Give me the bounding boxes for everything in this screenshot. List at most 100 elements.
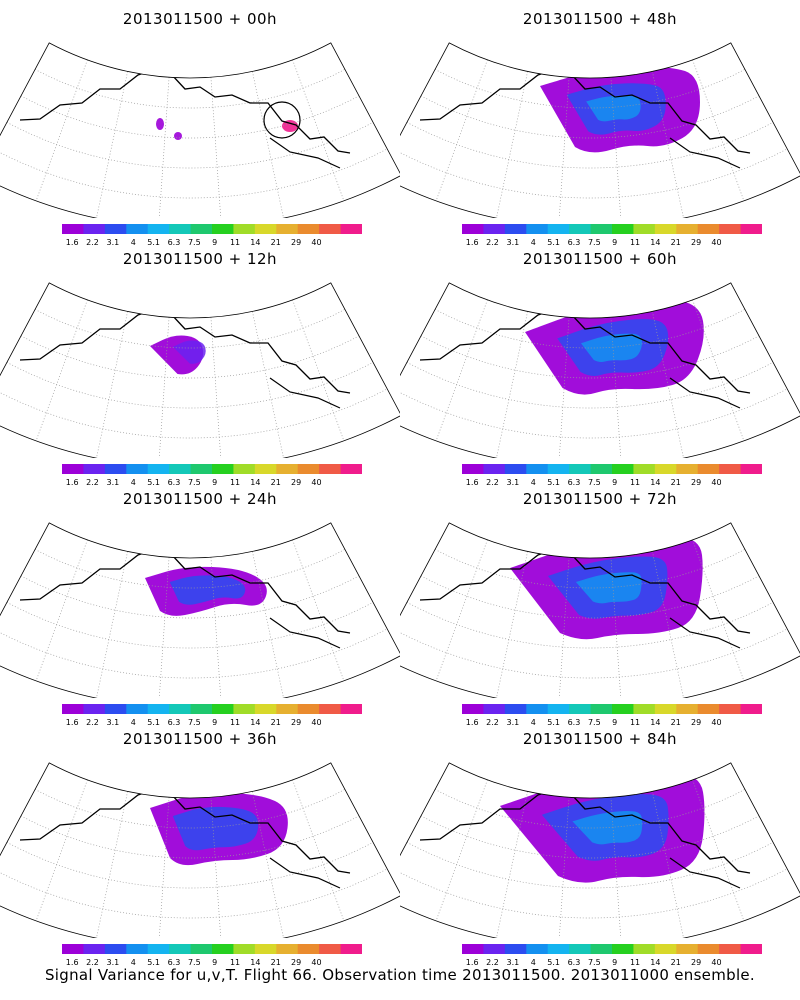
coastline-east bbox=[269, 857, 341, 889]
colorbar-tick-label: 14 bbox=[250, 478, 261, 487]
colorbar-swatch bbox=[483, 224, 506, 234]
colorbar-tick-label: 6.3 bbox=[167, 718, 181, 727]
colorbar-tick-label: 1.6 bbox=[465, 718, 479, 727]
colorbar-tick-label: 2.2 bbox=[486, 478, 499, 487]
colorbar-swatch bbox=[719, 704, 742, 714]
map-boundary bbox=[400, 42, 800, 218]
colorbar-tick-label: 14 bbox=[250, 238, 261, 247]
colorbar-swatch bbox=[676, 704, 699, 714]
colorbar-swatch bbox=[62, 704, 84, 714]
colorbar-tick-label: 29 bbox=[691, 238, 702, 247]
longitude-line bbox=[558, 77, 570, 218]
colorbar-labels: 1.6 2.2 3.1 4 5.1 6.3 7.5 9 11 14 21 29 40 bbox=[455, 718, 775, 728]
colorbar-tick-label: 29 bbox=[691, 478, 702, 487]
colorbar-tick-label: 5.1 bbox=[547, 718, 560, 727]
colorbar-labels: 1.6 2.2 3.1 4 5.1 6.3 7.5 9 11 14 21 29 40 bbox=[455, 958, 775, 968]
colorbar-swatch bbox=[462, 224, 484, 234]
colorbar-tick-label: 6.3 bbox=[567, 478, 581, 487]
colorbar-swatch bbox=[212, 224, 234, 234]
colorbar-swatch bbox=[212, 704, 234, 714]
colorbar-swatch bbox=[590, 224, 613, 234]
colorbar-swatch bbox=[233, 944, 256, 954]
longitude-line bbox=[158, 557, 170, 698]
latitude-line bbox=[420, 575, 760, 619]
colorbar-swatch bbox=[547, 464, 570, 474]
colorbar-swatch bbox=[483, 944, 506, 954]
map-panel-p48: 2013011500 + 48h 1.6 2.2 3.1 4 5.1 6.3 7.5 9 11 14… bbox=[400, 2, 800, 247]
colorbar-swatch bbox=[169, 464, 192, 474]
colorbar-tick-label: 5.1 bbox=[547, 958, 560, 967]
panel-title: 2013011500 + 00h bbox=[122, 10, 278, 28]
polar-map bbox=[0, 282, 400, 458]
colorbar-swatch bbox=[319, 224, 342, 234]
colorbar-tick-label: 5.1 bbox=[547, 238, 560, 247]
map-panel-p84: 2013011500 + 84h 1.6 2.2 3.1 4 5.1 6.3 7.5 9 11 14… bbox=[400, 722, 800, 967]
longitude-line bbox=[210, 317, 222, 458]
colorbar-swatch bbox=[62, 944, 84, 954]
colorbar-tick-label: 1.6 bbox=[465, 958, 479, 967]
colorbar-swatch bbox=[547, 704, 570, 714]
colorbar-tick-label: 6.3 bbox=[167, 958, 181, 967]
colorbar-swatch bbox=[526, 224, 549, 234]
map-panel-p36: 2013011500 + 36h 1.6 2.2 3.1 4 5.1 6.3 7.5 9 11 14… bbox=[0, 722, 400, 967]
latitude-line bbox=[20, 95, 360, 139]
colorbar-tick-label: 21 bbox=[270, 478, 281, 487]
colorbar bbox=[62, 944, 362, 954]
longitude-line bbox=[496, 71, 528, 218]
colorbar-swatch bbox=[340, 464, 362, 474]
latitude-line bbox=[0, 148, 388, 199]
panel-title: 2013011500 + 84h bbox=[522, 730, 678, 748]
colorbar-tick-label: 40 bbox=[311, 958, 322, 967]
latitude-line bbox=[400, 148, 788, 199]
colorbar-tick-label: 29 bbox=[291, 958, 302, 967]
colorbar-tick-label: 40 bbox=[711, 238, 722, 247]
colorbar-tick-label: 11 bbox=[229, 718, 241, 727]
colorbar-swatch bbox=[319, 464, 342, 474]
colorbar-swatch bbox=[633, 944, 656, 954]
longitude-line bbox=[35, 539, 88, 681]
colorbar-swatch bbox=[233, 464, 256, 474]
arctic-islands bbox=[209, 42, 247, 71]
colorbar-swatch bbox=[612, 464, 634, 474]
latitude-line bbox=[20, 815, 360, 859]
colorbar-swatch bbox=[547, 944, 570, 954]
colorbar-swatch bbox=[83, 464, 106, 474]
colorbar-swatch bbox=[297, 224, 320, 234]
map-boundary bbox=[0, 282, 400, 458]
colorbar-tick-label: 4 bbox=[130, 958, 136, 967]
figure-caption: Signal Variance for u,v,T. Flight 66. Ob… bbox=[44, 966, 756, 984]
longitude-line bbox=[158, 797, 170, 938]
colorbar-swatch bbox=[147, 464, 170, 474]
colorbar-labels: 1.6 2.2 3.1 4 5.1 6.3 7.5 9 11 14 21 29 40 bbox=[55, 718, 375, 728]
longitude-line bbox=[292, 299, 345, 441]
colorbar-swatch bbox=[697, 464, 720, 474]
colorbar-swatch bbox=[147, 704, 170, 714]
colorbar-swatch bbox=[83, 944, 106, 954]
longitude-line bbox=[210, 557, 222, 698]
colorbar-swatch bbox=[254, 704, 277, 714]
arctic-islands bbox=[609, 522, 647, 551]
coastline bbox=[419, 53, 751, 154]
arctic-islands bbox=[209, 282, 247, 311]
colorbar-swatch bbox=[740, 464, 762, 474]
colorbar-swatch bbox=[633, 704, 656, 714]
latitude-line bbox=[400, 868, 788, 919]
colorbar-swatch bbox=[719, 944, 742, 954]
colorbar-labels: 1.6 2.2 3.1 4 5.1 6.3 7.5 9 11 14 21 29 40 bbox=[455, 238, 775, 248]
longitude-line bbox=[652, 791, 684, 938]
longitude-line bbox=[652, 71, 684, 218]
longitude-line bbox=[96, 71, 128, 218]
colorbar-swatch bbox=[740, 224, 762, 234]
longitude-line bbox=[610, 797, 622, 938]
colorbar-swatch bbox=[462, 944, 484, 954]
latitude-line bbox=[6, 122, 374, 169]
longitude-line bbox=[558, 557, 570, 698]
longitude-line bbox=[292, 59, 345, 201]
colorbar-swatch bbox=[169, 944, 192, 954]
colorbar-swatch bbox=[569, 464, 592, 474]
coastline bbox=[19, 773, 351, 874]
colorbar-swatch bbox=[104, 944, 127, 954]
arctic-islands bbox=[609, 42, 647, 71]
longitude-line bbox=[35, 779, 88, 921]
panel-title: 2013011500 + 36h bbox=[122, 730, 278, 748]
